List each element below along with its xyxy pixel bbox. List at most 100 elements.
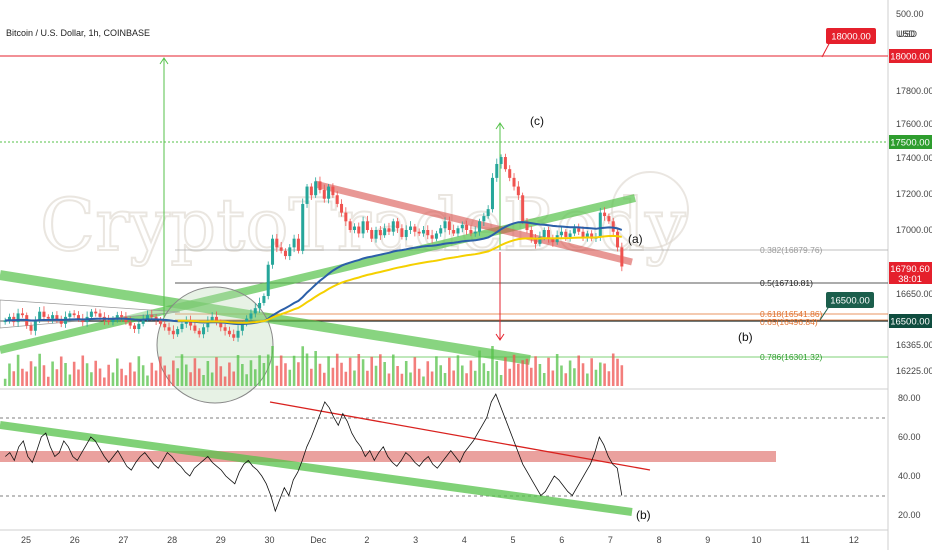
candle[interactable] [29, 325, 33, 331]
candle[interactable] [383, 228, 387, 236]
candle[interactable] [452, 230, 456, 234]
trend-channel-lower-green[interactable] [0, 270, 531, 365]
candle[interactable] [59, 320, 63, 324]
candle[interactable] [620, 247, 624, 267]
candle[interactable] [150, 315, 154, 317]
candle[interactable] [214, 316, 218, 323]
price-tag-16500[interactable]: 16500.00 [889, 314, 932, 328]
candle[interactable] [223, 327, 227, 331]
candle[interactable] [309, 186, 313, 196]
candle[interactable] [318, 181, 322, 191]
candle[interactable] [232, 334, 236, 338]
candle[interactable] [279, 247, 283, 251]
candle[interactable] [495, 163, 499, 178]
candle[interactable] [240, 323, 244, 331]
candle[interactable] [490, 177, 494, 210]
candle[interactable] [598, 212, 602, 237]
candle[interactable] [426, 230, 430, 236]
candle[interactable] [378, 230, 382, 236]
candle[interactable] [245, 318, 249, 324]
candle[interactable] [133, 325, 137, 330]
candle[interactable] [322, 190, 326, 199]
candle[interactable] [361, 221, 365, 234]
candle[interactable] [55, 315, 59, 321]
candle[interactable] [72, 313, 76, 316]
candle[interactable] [16, 313, 20, 323]
candle[interactable] [266, 264, 270, 297]
moving-average-blue[interactable] [5, 221, 623, 326]
callout-18000[interactable]: 18000.00 [821, 28, 876, 58]
arrow-up-green-1[interactable] [159, 57, 169, 318]
candle[interactable] [473, 231, 477, 234]
candle[interactable] [525, 221, 529, 230]
candle[interactable] [508, 169, 512, 178]
candle[interactable] [163, 323, 167, 328]
candle[interactable] [590, 233, 594, 239]
candle[interactable] [171, 330, 175, 335]
candle[interactable] [111, 318, 115, 323]
candle[interactable] [38, 311, 42, 321]
candle[interactable] [486, 209, 490, 217]
candle[interactable] [611, 221, 615, 232]
candle[interactable] [98, 313, 102, 317]
rsi-line[interactable] [5, 393, 623, 513]
candle[interactable] [365, 221, 369, 230]
candle[interactable] [137, 323, 141, 330]
candle[interactable] [616, 231, 620, 248]
candle[interactable] [521, 195, 525, 222]
candle[interactable] [210, 316, 214, 321]
candle[interactable] [327, 186, 331, 199]
candle[interactable] [76, 315, 80, 319]
candle[interactable] [141, 318, 145, 324]
indicator-axis[interactable]: 80.00 60.00 40.00 20.00 [898, 393, 921, 520]
candle[interactable] [301, 203, 305, 251]
candle[interactable] [439, 228, 443, 234]
arrow-down-red[interactable] [495, 252, 505, 341]
candle[interactable] [547, 230, 551, 239]
candle[interactable] [219, 322, 223, 328]
candle[interactable] [391, 221, 395, 232]
candle[interactable] [145, 315, 149, 319]
candle[interactable] [516, 186, 520, 196]
candle[interactable] [434, 233, 438, 239]
candle[interactable] [344, 212, 348, 222]
candle[interactable] [253, 308, 257, 314]
candle[interactable] [296, 238, 300, 251]
price-tag-current[interactable]: 16790.60 38:01 [889, 262, 932, 285]
candle[interactable] [89, 311, 93, 317]
candle[interactable] [275, 238, 279, 248]
candle[interactable] [107, 320, 111, 323]
candle[interactable] [128, 322, 132, 326]
candle[interactable] [3, 320, 7, 323]
price-pane[interactable] [0, 0, 888, 388]
candle[interactable] [585, 233, 589, 237]
candles[interactable] [3, 153, 624, 342]
candle[interactable] [335, 195, 339, 204]
candle[interactable] [305, 186, 309, 204]
candle[interactable] [158, 320, 162, 324]
candle[interactable] [577, 228, 581, 232]
candle[interactable] [551, 238, 555, 243]
candle[interactable] [413, 226, 417, 232]
candle[interactable] [542, 230, 546, 237]
candle[interactable] [478, 221, 482, 232]
candle[interactable] [417, 231, 421, 234]
candle[interactable] [499, 157, 503, 164]
candle[interactable] [258, 302, 262, 309]
candle[interactable] [503, 157, 507, 170]
candle[interactable] [460, 224, 464, 229]
candle[interactable] [340, 203, 344, 213]
candle[interactable] [331, 186, 335, 196]
candle[interactable] [51, 315, 55, 319]
candle[interactable] [387, 228, 391, 232]
candle[interactable] [482, 216, 486, 222]
candle[interactable] [167, 327, 171, 331]
candle[interactable] [447, 221, 451, 230]
price-axis[interactable]: 500.00 USD 17800.00 17600.00 17400.00 17200.0… [896, 9, 932, 376]
candle[interactable] [564, 231, 568, 237]
callout-16500[interactable]: 16500.00 [819, 292, 874, 321]
candle[interactable] [33, 320, 37, 331]
candle[interactable] [348, 221, 352, 230]
candle[interactable] [176, 329, 180, 335]
candle[interactable] [249, 313, 253, 319]
